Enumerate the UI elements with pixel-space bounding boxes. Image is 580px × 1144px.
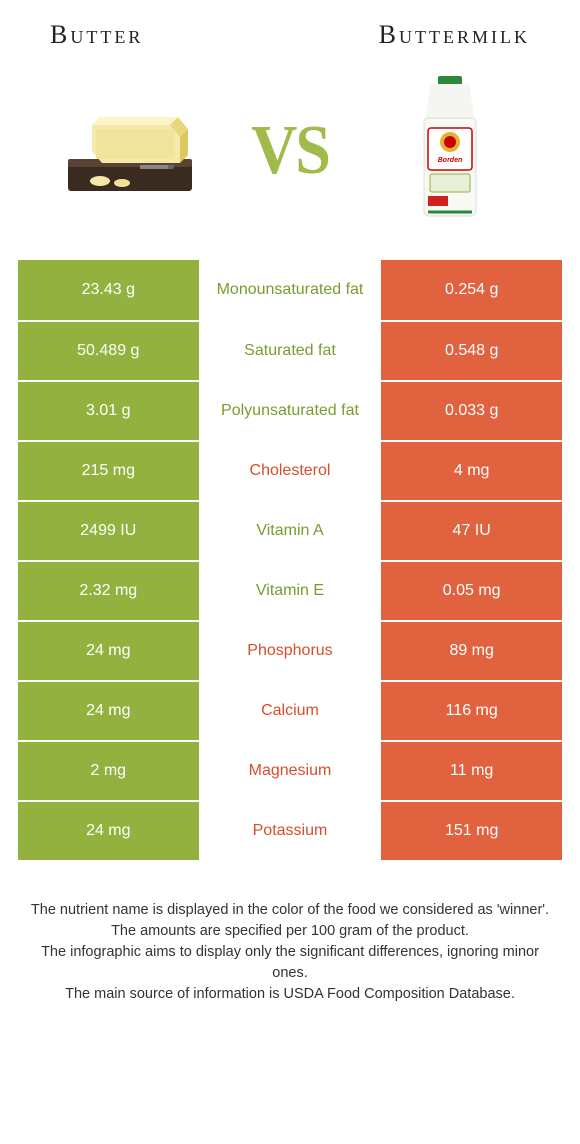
footer-line-3: The infographic aims to display only the… (30, 942, 550, 984)
table-row: 24 mgPhosphorus89 mg (18, 620, 562, 680)
nutrient-label: Monounsaturated fat (199, 260, 382, 320)
value-butter: 2499 IU (18, 502, 199, 560)
table-row: 24 mgPotassium151 mg (18, 800, 562, 860)
value-buttermilk: 47 IU (381, 502, 562, 560)
nutrient-label: Polyunsaturated fat (199, 382, 382, 440)
footer-notes: The nutrient name is displayed in the co… (0, 860, 580, 1025)
value-butter: 3.01 g (18, 382, 199, 440)
value-buttermilk: 4 mg (381, 442, 562, 500)
table-row: 24 mgCalcium116 mg (18, 680, 562, 740)
title-left: Butter (50, 20, 143, 50)
butter-image (50, 80, 210, 220)
value-buttermilk: 89 mg (381, 622, 562, 680)
value-buttermilk: 116 mg (381, 682, 562, 740)
table-row: 2 mgMagnesium11 mg (18, 740, 562, 800)
value-butter: 215 mg (18, 442, 199, 500)
table-row: 215 mgCholesterol4 mg (18, 440, 562, 500)
footer-line-1: The nutrient name is displayed in the co… (30, 900, 550, 921)
header: Butter Buttermilk (0, 0, 580, 60)
value-butter: 24 mg (18, 802, 199, 860)
table-row: 23.43 gMonounsaturated fat0.254 g (18, 260, 562, 320)
nutrient-label: Phosphorus (199, 622, 382, 680)
nutrient-label: Magnesium (199, 742, 382, 800)
value-butter: 24 mg (18, 622, 199, 680)
footer-line-2: The amounts are specified per 100 gram o… (30, 921, 550, 942)
value-buttermilk: 151 mg (381, 802, 562, 860)
table-row: 2499 IUVitamin A47 IU (18, 500, 562, 560)
value-butter: 24 mg (18, 682, 199, 740)
vs-text: VS (251, 109, 329, 190)
nutrient-label: Potassium (199, 802, 382, 860)
value-butter: 2.32 mg (18, 562, 199, 620)
nutrient-label: Calcium (199, 682, 382, 740)
value-butter: 23.43 g (18, 260, 199, 320)
nutrient-label: Cholesterol (199, 442, 382, 500)
buttermilk-image: Borden (370, 80, 530, 220)
value-buttermilk: 0.033 g (381, 382, 562, 440)
table-row: 2.32 mgVitamin E0.05 mg (18, 560, 562, 620)
footer-line-4: The main source of information is USDA F… (30, 984, 550, 1005)
nutrient-label: Saturated fat (199, 322, 382, 380)
images-row: VS Borden (0, 60, 580, 260)
value-buttermilk: 0.548 g (381, 322, 562, 380)
value-buttermilk: 11 mg (381, 742, 562, 800)
comparison-table: 23.43 gMonounsaturated fat0.254 g50.489 … (18, 260, 562, 860)
table-row: 50.489 gSaturated fat0.548 g (18, 320, 562, 380)
value-buttermilk: 0.05 mg (381, 562, 562, 620)
title-right: Buttermilk (379, 20, 530, 50)
nutrient-label: Vitamin A (199, 502, 382, 560)
value-buttermilk: 0.254 g (381, 260, 562, 320)
svg-text:Borden: Borden (437, 157, 462, 164)
value-butter: 2 mg (18, 742, 199, 800)
table-row: 3.01 gPolyunsaturated fat0.033 g (18, 380, 562, 440)
value-butter: 50.489 g (18, 322, 199, 380)
nutrient-label: Vitamin E (199, 562, 382, 620)
